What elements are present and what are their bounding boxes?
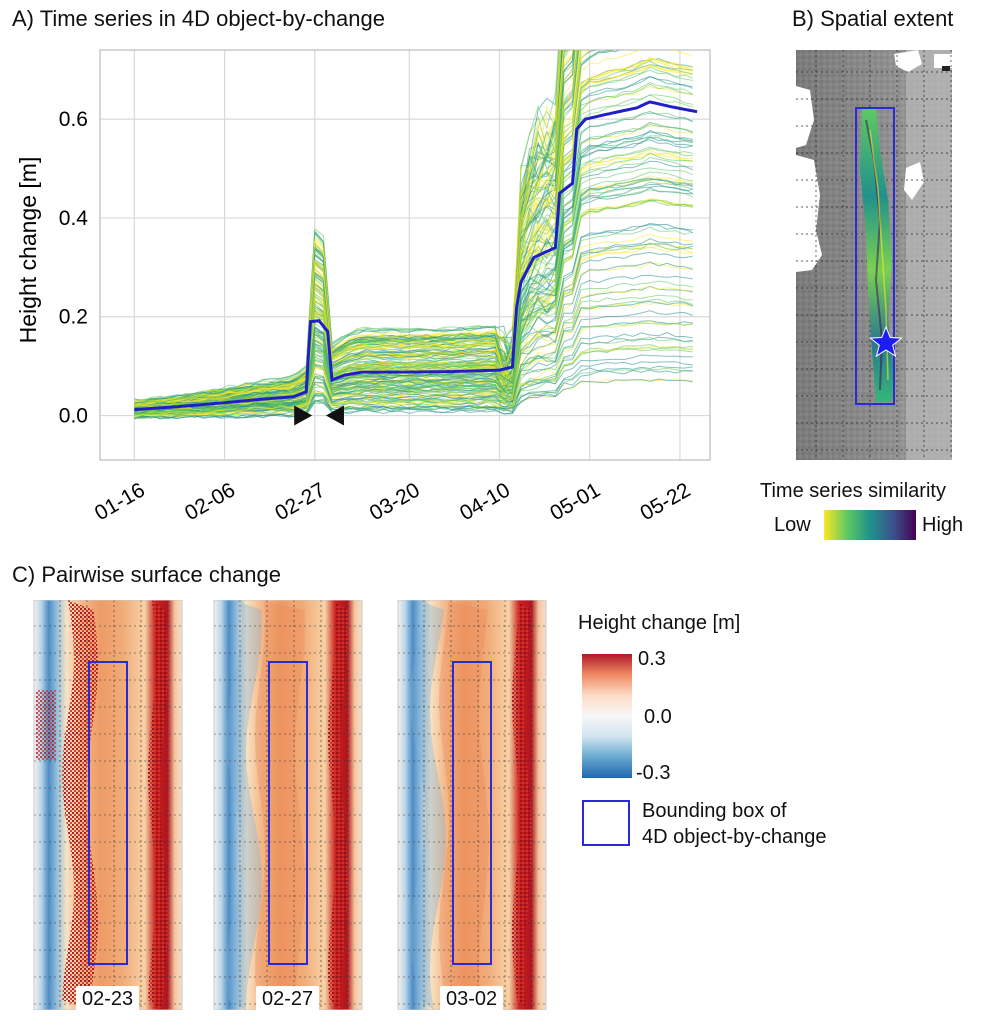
ensemble-series-line (134, 50, 575, 404)
ensemble-series-line (134, 64, 693, 415)
ensemble-series-line (134, 50, 561, 401)
no-data-patch (796, 86, 814, 148)
height-tick-high: 0.3 (638, 648, 666, 670)
ensemble-series-line (134, 361, 693, 420)
similarity-high-label: High (922, 514, 964, 536)
ensemble-series-line (134, 50, 579, 404)
panel-a-title: A) Time series in 4D object-by-change (12, 6, 385, 31)
ensemble-series-line (134, 50, 563, 410)
height-tick-low: -0.3 (636, 762, 671, 784)
ensemble-series-line (134, 50, 564, 410)
mean-series-line (134, 100, 698, 412)
ensemble-series-line (134, 367, 693, 417)
bbox-legend-swatch (582, 800, 630, 846)
ensemble-series-line (134, 50, 569, 404)
x-tick-label: 05-22 (636, 478, 694, 525)
ensemble-series-line (134, 233, 693, 417)
y-tick-label: 0.0 (59, 405, 88, 428)
x-tick-label: 05-01 (546, 478, 604, 525)
similarity-low-label: Low (774, 514, 811, 536)
ensemble-series-line (134, 111, 694, 415)
height-colorbar (582, 654, 632, 778)
ensemble-series-line (134, 50, 562, 410)
map-date-label: 02-23 (76, 986, 140, 1013)
ensemble-series-line (134, 50, 561, 408)
ensemble-series-line (134, 280, 693, 419)
spatial-extent-map (796, 50, 952, 460)
bbox-legend-text-2: 4D object-by-change (642, 826, 827, 848)
ensemble-series-line (134, 345, 693, 412)
surface-change-map (213, 600, 363, 1010)
ensemble-series-line (134, 178, 693, 417)
ensemble-series-line (134, 50, 561, 405)
x-tick-label: 03-20 (366, 478, 424, 525)
bounding-box (855, 107, 895, 405)
ensemble-series-line (134, 152, 693, 409)
map-bounding-box (452, 661, 492, 965)
map-date-label: 02-27 (256, 986, 320, 1013)
ensemble-series-line (134, 50, 567, 405)
bbox-legend-text-1: Bounding box of (642, 800, 787, 822)
ensemble-series-line (134, 226, 693, 413)
ensemble-series-line (134, 58, 693, 413)
similarity-colorbar (824, 510, 916, 540)
ensemble-series-line (134, 50, 579, 410)
ensemble-series-line (134, 50, 563, 404)
y-tick-label: 0.6 (59, 108, 88, 131)
height-tick-mid: 0.0 (644, 706, 672, 728)
time-series-chart: 01-16 02-06 02-27 03-20 04-10 05-01 05-22 0.0 0… (15, 49, 711, 525)
panel-c-title: C) Pairwise surface change (12, 562, 282, 587)
plot-frame (99, 49, 711, 461)
map-date-label: 03-02 (440, 986, 504, 1013)
ensemble-series-line (134, 274, 693, 417)
x-tick-label: 01-16 (91, 478, 149, 525)
ensemble-series-line (134, 50, 559, 404)
ensemble-series-line (134, 50, 580, 405)
surface-change-maps (33, 600, 547, 1010)
no-data-patch (904, 162, 924, 200)
surface-change-map (397, 600, 547, 1010)
y-axis-label: Height change [m] (15, 157, 41, 344)
no-data-patch (894, 50, 922, 72)
end-marker-triangle (325, 405, 344, 426)
y-tick-label: 0.2 (59, 306, 88, 329)
x-tick-label: 02-27 (271, 478, 329, 525)
panel-b-title: B) Spatial extent (792, 6, 954, 31)
ensemble-series-line (134, 50, 565, 404)
star-icon (869, 325, 903, 358)
start-marker-triangle (294, 405, 313, 426)
x-tick-label: 02-06 (181, 478, 239, 525)
x-tick-label: 04-10 (456, 478, 514, 525)
ensemble-series-line (134, 300, 693, 410)
similarity-colorbar-title: Time series similarity (760, 480, 946, 502)
y-tick-label: 0.4 (59, 207, 89, 230)
ensemble-series-line (134, 50, 565, 407)
no-data-patch (796, 155, 822, 272)
ensemble-series-line (134, 199, 693, 414)
surface-change-map (33, 600, 183, 1010)
ensemble-series-line (134, 369, 693, 420)
ensemble-series-line (134, 50, 564, 412)
ensemble-series-line (134, 63, 693, 415)
height-colorbar-title: Height change [m] (578, 612, 741, 634)
map-bounding-box (268, 661, 308, 965)
ensemble-series-line (134, 50, 572, 405)
map-bounding-box (88, 661, 128, 965)
